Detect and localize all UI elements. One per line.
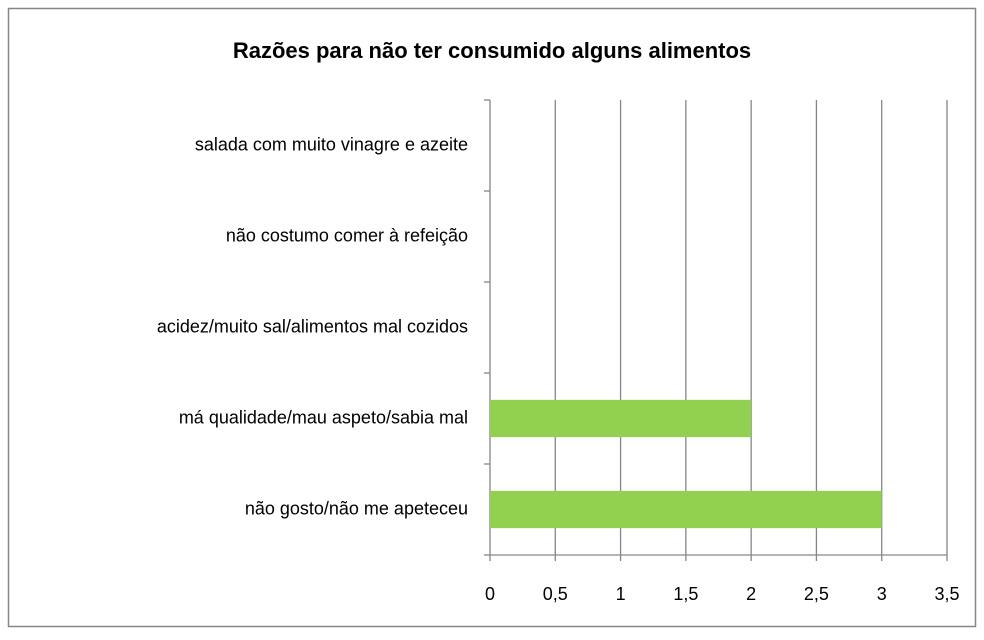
- y-tick-label: acidez/muito sal/alimentos mal cozidos: [157, 316, 468, 336]
- y-tick-label: não costumo comer à refeição: [226, 225, 468, 245]
- x-tick-label: 1: [616, 584, 626, 604]
- y-tick-label: não gosto/não me apeteceu: [245, 498, 468, 518]
- bar: [490, 490, 882, 529]
- chart-frame: [7, 7, 977, 628]
- bar: [490, 399, 752, 438]
- x-tick-label: 0: [485, 584, 495, 604]
- x-tick-label: 2,5: [804, 584, 829, 604]
- x-tick-label: 3,5: [934, 584, 959, 604]
- x-tick-label: 0,5: [543, 584, 568, 604]
- x-tick-label: 1,5: [673, 584, 698, 604]
- x-tick-label: 3: [877, 584, 887, 604]
- chart-title: Razões para não ter consumido alguns ali…: [233, 38, 751, 63]
- x-tick-label: 2: [746, 584, 756, 604]
- y-tick-label: salada com muito vinagre e azeite: [195, 134, 468, 154]
- y-tick-label: má qualidade/mau aspeto/sabia mal: [179, 407, 468, 427]
